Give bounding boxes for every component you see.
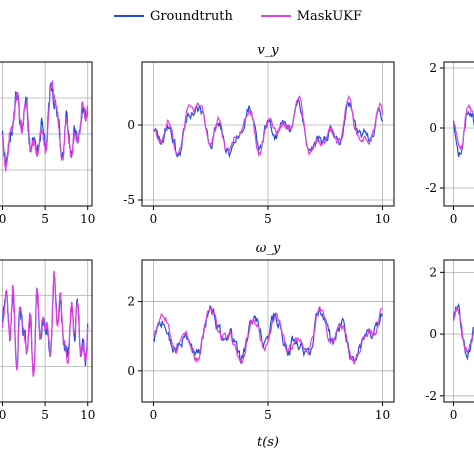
grid-top-left	[0, 62, 92, 206]
x-tick-label: 0	[450, 212, 458, 226]
grid-top-middle	[142, 62, 394, 206]
panel-bottom-right: 0 2 0 -2	[425, 259, 474, 422]
y-tick-label: 2	[429, 61, 437, 75]
legend-label-groundtruth: Groundtruth	[149, 8, 233, 24]
series-groundtruth-bottom-right	[452, 302, 474, 361]
panel-bottom-middle: 0 5 10 2 0 ω_y	[127, 241, 395, 422]
y-tick-label: 2	[127, 295, 135, 309]
x-tick-label: 0	[150, 212, 158, 226]
series-maskukf-bottom-right	[452, 307, 474, 355]
x-tick-label: 0	[0, 212, 6, 226]
series-maskukf-top-middle	[153, 94, 384, 158]
frame-top-right	[443, 61, 474, 207]
legend-label-maskukf: MaskUKF	[296, 8, 363, 24]
x-tick-label: 10	[80, 408, 95, 422]
y-tick-label: -2	[425, 389, 437, 403]
legend-swatch-maskukf	[260, 15, 291, 17]
panel-top-left: 0 5 10	[0, 61, 95, 226]
frame-top-left	[0, 61, 93, 207]
panel-title-bottom-middle: ω_y	[256, 241, 281, 256]
panel-title-top-middle: v_y	[257, 43, 279, 58]
legend-item-groundtruth: Groundtruth	[113, 8, 233, 24]
grid-top-right	[444, 62, 474, 206]
x-axis-label: t(s)	[257, 435, 279, 450]
y-tick-label: 2	[429, 265, 437, 279]
x-tick-label: 0	[450, 408, 458, 422]
grid-bottom-right	[444, 260, 474, 402]
x-tick-label: 10	[375, 212, 390, 226]
legend: Groundtruth MaskUKF	[100, 4, 376, 28]
y-tick-label: 0	[429, 327, 437, 341]
x-tick-label: 5	[264, 408, 272, 422]
y-tick-label: 0	[127, 364, 135, 378]
series-maskukf-top-right	[452, 103, 474, 151]
panel-top-middle: 0 5 10 0 -5 v_y	[123, 43, 395, 226]
series-groundtruth-top-left	[1, 82, 89, 169]
series-maskukf-bottom-middle	[153, 306, 383, 366]
frame-bottom-left	[0, 259, 93, 403]
panel-top-right: 0 2 0 -2	[425, 61, 474, 226]
frame-bottom-right	[443, 259, 474, 403]
y-tick-label: 0	[429, 121, 437, 135]
x-tick-label: 5	[41, 408, 49, 422]
x-tick-label: 10	[375, 408, 390, 422]
y-tick-label: -2	[425, 181, 437, 195]
y-tick-label: -5	[123, 193, 135, 207]
series-maskukf-bottom-left	[1, 270, 89, 377]
grid-bottom-middle	[142, 260, 394, 402]
x-tick-label: 5	[41, 212, 49, 226]
legend-swatch-groundtruth	[113, 15, 144, 17]
legend-item-maskukf: MaskUKF	[260, 8, 363, 24]
series-groundtruth-top-right	[452, 110, 474, 158]
x-tick-label: 0	[150, 408, 158, 422]
y-tick-label: 0	[127, 118, 135, 132]
x-tick-label: 10	[80, 212, 95, 226]
x-tick-label: 0	[0, 408, 6, 422]
x-tick-label: 5	[264, 212, 272, 226]
series-groundtruth-bottom-middle	[152, 304, 383, 365]
panel-bottom-left: 0 5 10	[0, 259, 95, 422]
series-maskukf-top-left	[1, 79, 89, 172]
